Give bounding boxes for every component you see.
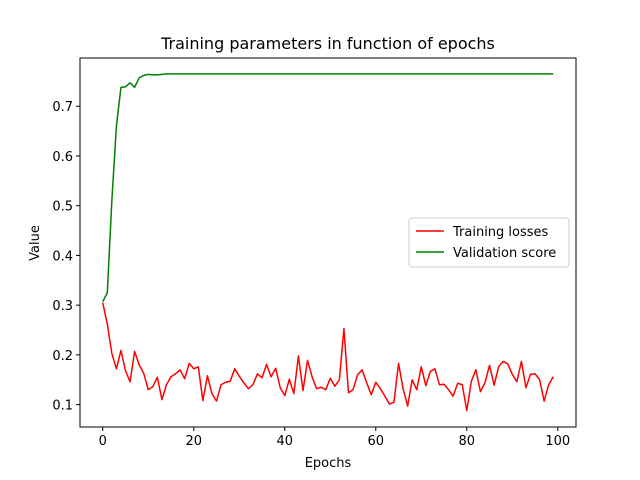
y-tick-label: 0.6	[52, 150, 73, 165]
series-line-validation-score	[102, 73, 554, 303]
x-tick-label: 100	[545, 434, 570, 449]
legend: Training losses Validation score	[408, 217, 570, 268]
chart-title: Training parameters in function of epoch…	[160, 34, 495, 53]
y-tick-label: 0.3	[52, 299, 73, 314]
x-tick-label: 20	[185, 434, 202, 449]
legend-label-training-losses: Training losses	[452, 225, 549, 240]
series-layer	[102, 73, 554, 412]
y-tick-label: 0.7	[52, 100, 73, 115]
legend-label-validation-score: Validation score	[453, 246, 556, 261]
x-tick-label: 40	[276, 434, 293, 449]
legend-box	[408, 217, 570, 268]
x-tick-label: 0	[99, 434, 107, 449]
y-tick-label: 0.1	[52, 399, 73, 414]
y-axis: 0.1 0.2 0.3 0.4 0.5 0.6 0.7	[52, 100, 80, 414]
y-tick-label: 0.4	[52, 249, 73, 264]
x-tick-label: 60	[368, 434, 385, 449]
x-axis: 0 20 40 60 80 100	[99, 427, 570, 449]
y-axis-title: Value	[28, 225, 43, 261]
series-line-training-losses	[102, 302, 554, 412]
plot-frame	[79, 57, 577, 428]
x-tick-label: 80	[459, 434, 476, 449]
y-tick-label: 0.2	[52, 349, 73, 364]
x-axis-title: Epochs	[305, 456, 352, 471]
y-tick-label: 0.5	[52, 200, 73, 215]
